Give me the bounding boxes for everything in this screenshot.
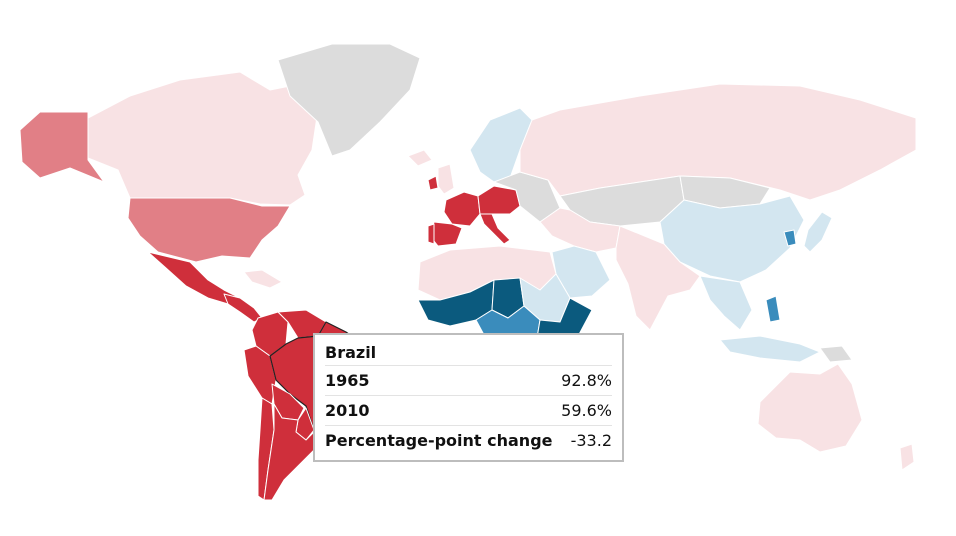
country-united-kingdom[interactable] bbox=[437, 163, 455, 195]
tooltip-row-label: 1965 bbox=[325, 371, 370, 390]
country-india[interactable] bbox=[615, 225, 701, 331]
country-tooltip: Brazil 1965 92.8% 2010 59.6% Percentage-… bbox=[313, 333, 624, 462]
country-central-europe[interactable] bbox=[477, 185, 521, 215]
country-france[interactable] bbox=[443, 191, 481, 227]
country-united-states[interactable] bbox=[127, 197, 291, 263]
country-canada[interactable] bbox=[87, 71, 319, 206]
country-alaska[interactable] bbox=[19, 111, 105, 183]
country-philippines[interactable] bbox=[765, 295, 781, 323]
tooltip-row-label: Percentage-point change bbox=[325, 431, 553, 450]
tooltip-row-value: 92.8% bbox=[561, 371, 612, 390]
tooltip-row-value: -33.2 bbox=[570, 431, 612, 450]
country-central-america[interactable] bbox=[223, 293, 263, 323]
country-new-zealand[interactable] bbox=[899, 443, 915, 471]
country-indonesia[interactable] bbox=[719, 335, 821, 363]
country-caribbean[interactable] bbox=[243, 269, 283, 289]
tooltip-row: 1965 92.8% bbox=[325, 366, 612, 396]
tooltip-row: 2010 59.6% bbox=[325, 396, 612, 426]
tooltip-country-name: Brazil bbox=[325, 341, 612, 366]
country-spain[interactable] bbox=[429, 221, 463, 247]
country-italy[interactable] bbox=[479, 213, 511, 245]
country-greenland[interactable] bbox=[277, 43, 421, 157]
country-southeast-asia[interactable] bbox=[699, 275, 753, 331]
country-argentina[interactable] bbox=[263, 403, 315, 501]
country-portugal[interactable] bbox=[427, 223, 435, 245]
country-ireland[interactable] bbox=[427, 175, 439, 191]
country-australia[interactable] bbox=[757, 363, 863, 453]
country-papua-new-guinea[interactable] bbox=[819, 345, 853, 363]
country-south-korea[interactable] bbox=[783, 229, 797, 247]
tooltip-row-value: 59.6% bbox=[561, 401, 612, 420]
country-japan[interactable] bbox=[803, 211, 833, 253]
country-iceland[interactable] bbox=[407, 149, 433, 167]
tooltip-row-label: 2010 bbox=[325, 401, 370, 420]
tooltip-row: Percentage-point change -33.2 bbox=[325, 426, 612, 455]
